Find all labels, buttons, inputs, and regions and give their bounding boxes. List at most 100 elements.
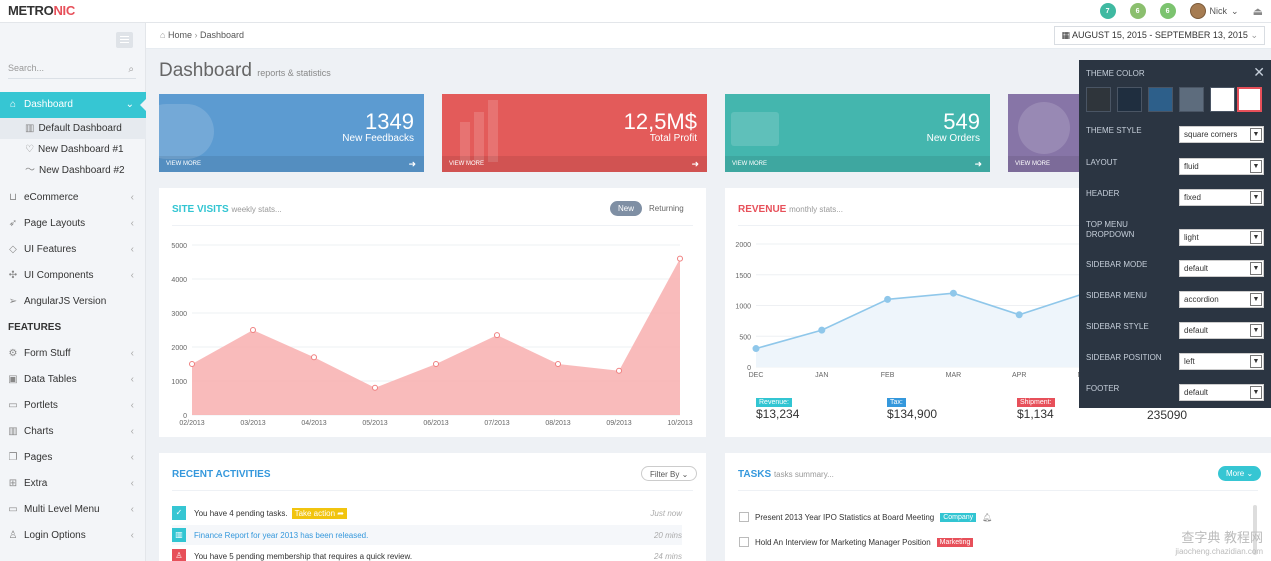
- bell-icon: 🔔︎: [982, 512, 993, 522]
- x-tick-label: 06/2013: [423, 420, 448, 427]
- sidebar-item-data-tables[interactable]: ▣ Data Tables ‹: [0, 367, 146, 393]
- top-menu-dropdown-select[interactable]: light ▼: [1179, 229, 1264, 246]
- sidebar-item-form-stuff[interactable]: ⚙ Form Stuff ‹: [0, 341, 146, 367]
- puzzle-icon: ✣: [8, 270, 18, 281]
- sidebar-subitem-default-dashboard[interactable]: ▥ Default Dashboard: [0, 118, 146, 139]
- theme-swatch-light[interactable]: [1210, 87, 1235, 112]
- present-icon: ⊞: [8, 478, 18, 489]
- rocket-icon: ➶: [8, 218, 18, 229]
- sidebar-item-portlets[interactable]: ▭ Portlets ‹: [0, 393, 146, 419]
- filter-by-button[interactable]: Filter By ⌄: [641, 466, 698, 481]
- task-checkbox[interactable]: [739, 512, 749, 522]
- chevron-down-icon: ▼: [1250, 160, 1262, 173]
- sidebar-position-row: SIDEBAR POSITION left ▼: [1086, 353, 1264, 373]
- sidebar-item-charts[interactable]: ▥ Charts ‹: [0, 419, 146, 445]
- sidebar-menu: ⌂ Dashboard ⌄ ▥ Default Dashboard ♡ New Dash…: [0, 92, 147, 549]
- wallet-icon: ▭: [8, 400, 18, 411]
- date-range-picker[interactable]: ▦ AUGUST 15, 2015 - SEPTEMBER 13, 2015 ⌄: [1054, 26, 1265, 45]
- tasks-portlet: TASKS tasks summary... More ⌄ Present 20…: [725, 453, 1271, 561]
- notification-bell-icon[interactable]: 7: [1099, 3, 1116, 19]
- chevron-left-icon: ‹: [130, 530, 134, 541]
- view-more-link[interactable]: VIEW MORE ➜: [725, 156, 990, 172]
- bar-chart-icon: ▥: [8, 426, 18, 437]
- list-item[interactable]: ♙ You have 5 pending membership that req…: [172, 546, 682, 561]
- shipment-stat: Shipment: $1,134: [1017, 398, 1055, 421]
- breadcrumb-current: Dashboard: [199, 30, 245, 40]
- logout-icon[interactable]: ⏏: [1252, 5, 1263, 18]
- folder-icon: ▭: [8, 504, 18, 515]
- header-select[interactable]: fixed ▼: [1179, 189, 1264, 206]
- sidebar-item-angularjs[interactable]: ➢ AngularJS Version: [0, 289, 146, 315]
- breadcrumb: ⌂ Home › Dashboard: [160, 30, 244, 40]
- view-more-link[interactable]: VIEW MORE ➜: [442, 156, 707, 172]
- site-visits-title: SITE VISITS weekly stats...: [172, 204, 282, 215]
- list-item[interactable]: ✓ You have 4 pending tasks. Take action …: [172, 503, 682, 523]
- data-point: [250, 327, 256, 333]
- theme-swatch-grey[interactable]: [1179, 87, 1204, 112]
- y-tick-label: 3000: [171, 311, 187, 318]
- briefcase-icon: ▣: [8, 374, 18, 385]
- settings-icon: ⚙: [8, 348, 18, 359]
- sidebar-menu-select[interactable]: accordion ▼: [1179, 291, 1264, 308]
- arrow-circle-right-icon: ➜: [408, 159, 416, 169]
- user-menu[interactable]: Nick ⌄: [1189, 3, 1239, 19]
- more-button[interactable]: More ⌄: [1218, 466, 1262, 481]
- sidebar-item-extra[interactable]: ⊞ Extra ‹: [0, 471, 146, 497]
- sidebar-subitem-new-dashboard-1[interactable]: ♡ New Dashboard #1: [0, 139, 146, 160]
- calendar-icon: ▦: [1061, 30, 1070, 40]
- search-icon[interactable]: ⌕: [128, 64, 134, 75]
- scrollbar[interactable]: [1253, 505, 1257, 555]
- calendar-icon[interactable]: 6: [1159, 3, 1176, 19]
- search-input[interactable]: Search...: [8, 63, 45, 73]
- take-action-button[interactable]: Take action ➦: [291, 507, 347, 519]
- site-visits-portlet: SITE VISITS weekly stats... New Returnin…: [159, 188, 706, 437]
- sidebar-subitem-new-dashboard-2[interactable]: 〜 New Dashboard #2: [0, 160, 146, 181]
- data-point: [752, 345, 760, 353]
- logo[interactable]: METRONIC: [8, 3, 75, 18]
- sidebar-item-page-layouts[interactable]: ➶ Page Layouts ‹: [0, 211, 146, 237]
- chevron-down-icon: ▼: [1250, 128, 1262, 141]
- theme-swatch-darkblue[interactable]: [1117, 87, 1142, 112]
- sidebar-position-select[interactable]: left ▼: [1179, 353, 1264, 370]
- theme-swatch-dark[interactable]: [1086, 87, 1111, 112]
- y-tick-label: 500: [739, 334, 751, 341]
- sidebar-toggle-button[interactable]: [116, 32, 133, 48]
- sidebar-search[interactable]: Search... ⌕: [8, 63, 136, 79]
- layout-select[interactable]: fluid ▼: [1179, 158, 1264, 175]
- close-icon[interactable]: ✕: [1253, 64, 1265, 80]
- sidebar-item-ui-components[interactable]: ✣ UI Components ‹: [0, 263, 146, 289]
- sidebar-item-dashboard[interactable]: ⌂ Dashboard ⌄: [0, 92, 147, 118]
- footer-select[interactable]: default ▼: [1179, 384, 1264, 401]
- y-tick-label: 2000: [171, 345, 187, 352]
- sidebar-style-select[interactable]: default ▼: [1179, 322, 1264, 339]
- sidebar-item-pages[interactable]: ❐ Pages ‹: [0, 445, 146, 471]
- x-tick-label: 10/2013: [667, 420, 692, 427]
- inbox-envelope-icon[interactable]: 6: [1129, 3, 1146, 19]
- list-item[interactable]: ▥ Finance Report for year 2013 has been …: [172, 525, 682, 545]
- view-more-link[interactable]: VIEW MORE ➜: [159, 156, 424, 172]
- task-checkbox[interactable]: [739, 537, 749, 547]
- sidebar-item-ecommerce[interactable]: ⊔ eCommerce ‹: [0, 185, 146, 211]
- breadcrumb-home-link[interactable]: Home: [167, 30, 192, 40]
- sidebar-item-login-options[interactable]: ♙ Login Options ‹: [0, 523, 146, 549]
- sidebar-mode-select[interactable]: default ▼: [1179, 260, 1264, 277]
- home-icon: ⌂: [160, 30, 166, 40]
- chevron-down-icon: ▼: [1250, 324, 1262, 337]
- tax-stat: Tax: $134,900: [887, 398, 938, 421]
- new-visits-toggle[interactable]: New: [610, 201, 643, 216]
- top-header: METRONIC 7 6 6 Nick ⌄ ⏏: [0, 0, 1271, 23]
- chevron-left-icon: ‹: [130, 400, 134, 411]
- chevron-down-icon: ▼: [1250, 293, 1262, 306]
- bar-chart-icon: [460, 122, 470, 162]
- diamond-icon: ◇: [9, 244, 17, 255]
- x-tick-label: FEB: [881, 372, 895, 379]
- chevron-down-icon: ▼: [1250, 231, 1262, 244]
- returning-visits-toggle[interactable]: Returning: [649, 204, 684, 213]
- sidebar: Search... ⌕ ⌂ Dashboard ⌄ ▥ Default Dashboa…: [0, 23, 147, 561]
- sidebar-item-multi-level-menu[interactable]: ▭ Multi Level Menu ‹: [0, 497, 146, 523]
- sidebar-item-ui-features[interactable]: ◇ UI Features ‹: [0, 237, 146, 263]
- theme-style-select[interactable]: square corners ▼: [1179, 126, 1264, 143]
- theme-swatch-light2[interactable]: [1237, 87, 1262, 112]
- theme-swatch-blue[interactable]: [1148, 87, 1173, 112]
- check-icon: ✓: [172, 506, 186, 520]
